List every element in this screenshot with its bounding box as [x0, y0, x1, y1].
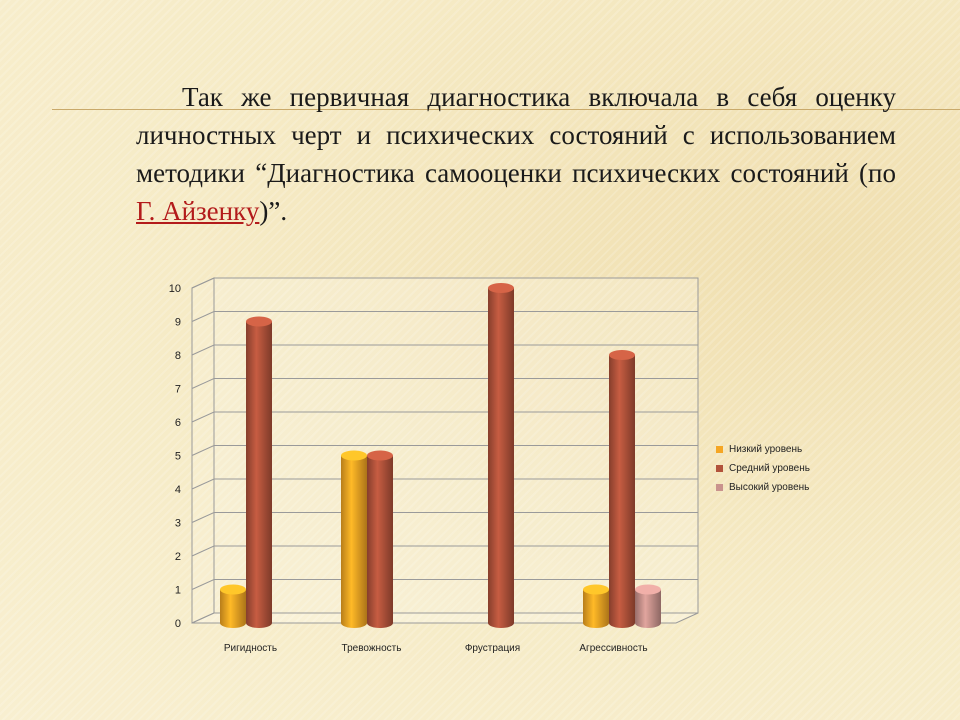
bar-top-Агрессивность-Высокий уровень	[635, 584, 661, 595]
legend-item: Низкий уровень	[716, 440, 810, 459]
legend-swatch	[716, 465, 723, 472]
gridline	[191, 478, 698, 490]
bar-top-Агрессивность-Средний уровень	[609, 350, 635, 360]
y-tick-label: 6	[175, 417, 181, 429]
gridline	[191, 579, 698, 590]
paragraph-text: Так же первичная диагностика включала в …	[136, 82, 896, 188]
bar-Тревожность-Средний уровень	[367, 455, 393, 628]
legend-item: Средний уровень	[716, 459, 810, 478]
paragraph-text-end: )”.	[259, 196, 288, 226]
y-tick-label: 0	[175, 618, 181, 630]
x-tick-label: Тревожность	[342, 643, 402, 654]
gridline	[191, 545, 698, 557]
legend-label: Низкий уровень	[729, 444, 803, 455]
gridline	[191, 311, 698, 322]
bar-Ригидность-Средний уровень	[246, 321, 272, 628]
aizenk-link[interactable]: Г. Айзенку	[136, 196, 260, 226]
y-tick-label: 9	[175, 317, 181, 329]
y-tick-label: 7	[175, 384, 181, 396]
bar-top-Тревожность-Низкий уровень	[341, 450, 367, 461]
gridline	[191, 378, 698, 389]
y-tick-label: 3	[175, 518, 181, 530]
bar-Агрессивность-Средний уровень	[609, 355, 635, 628]
gridline	[191, 277, 698, 289]
y-tick-label: 1	[175, 585, 181, 597]
y-tick-label: 2	[175, 551, 181, 563]
header-rule	[52, 109, 960, 110]
bar-top-Ригидность-Средний уровень	[246, 316, 272, 327]
gridline	[191, 512, 698, 523]
y-tick-label: 8	[175, 350, 181, 362]
legend-label: Средний уровень	[729, 463, 810, 474]
y-tick-label: 5	[175, 451, 181, 463]
bar-top-Тревожность-Средний уровень	[367, 450, 393, 461]
bar-top-Агрессивность-Низкий уровень	[583, 584, 609, 595]
chart-floor	[191, 612, 699, 624]
gridline	[191, 445, 698, 456]
x-tick-label: Фрустрация	[465, 643, 520, 654]
bar-Агрессивность-Высокий уровень	[635, 589, 661, 628]
bar-Тревожность-Низкий уровень	[341, 455, 367, 628]
gridline	[191, 344, 698, 356]
bar-Фрустрация-Средний уровень	[488, 288, 514, 628]
legend-swatch	[716, 484, 723, 491]
bar-Агрессивность-Низкий уровень	[583, 589, 609, 628]
bar-top-Ригидность-Низкий уровень	[220, 584, 246, 595]
x-tick-label: Агрессивность	[579, 643, 647, 654]
x-tick-label: Ригидность	[224, 643, 277, 654]
gridline	[191, 411, 698, 423]
slide-paragraph: Так же первичная диагностика включала в …	[136, 78, 896, 230]
y-tick-label: 10	[169, 283, 181, 295]
bar-Ригидность-Низкий уровень	[220, 589, 246, 628]
legend-item: Высокий уровень	[716, 478, 810, 497]
y-tick-label: 4	[175, 484, 181, 496]
legend-swatch	[716, 446, 723, 453]
legend-label: Высокий уровень	[729, 482, 810, 493]
bar-top-Фрустрация-Средний уровень	[488, 283, 514, 293]
chart-legend: Низкий уровень Средний уровень Высокий уро…	[716, 440, 810, 497]
